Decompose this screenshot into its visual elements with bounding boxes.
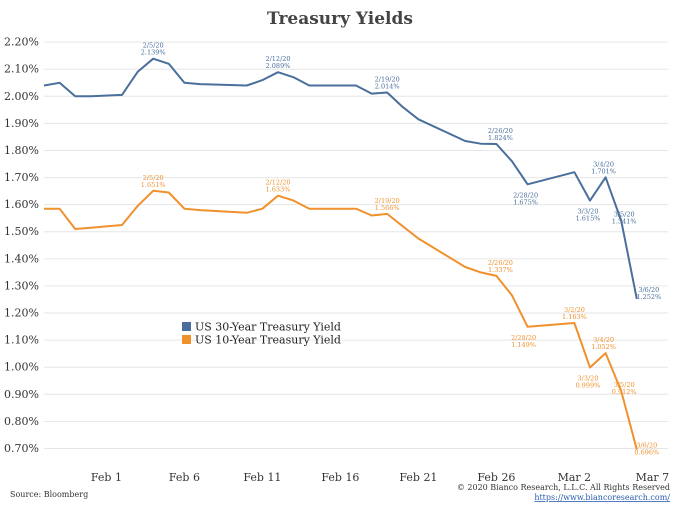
series-line-10yr [44,189,638,450]
data-label-value: 1.149% [511,341,536,349]
y-tick-label: 0.70% [4,442,39,455]
legend-label-10yr: US 10-Year Treasury Yield [195,334,341,347]
data-label-value: 1.675% [513,198,538,206]
data-label-date: 2/19/20 [375,76,400,84]
data-label-value: 1.615% [576,215,601,223]
x-tick-label: Feb 21 [399,471,437,484]
data-label-value: 2.089% [266,62,291,70]
source-note: Source: Bloomberg [10,490,88,499]
y-tick-label: 0.90% [4,388,39,401]
x-tick-label: Feb 11 [243,471,281,484]
data-annotations: 2/5/202.139%2/12/202.089%2/19/202.014%2/… [141,42,661,457]
data-label-date: 2/5/20 [143,174,164,182]
y-tick-label: 2.10% [4,63,39,76]
data-label-value: 1.252% [636,293,661,301]
data-label-date: 2/28/20 [513,191,538,199]
y-tick-label: 1.30% [4,279,39,292]
data-label-value: 1.163% [562,313,587,321]
data-label-value: 0.696% [634,449,659,457]
data-label-date: 2/19/20 [375,197,400,205]
y-tick-label: 1.60% [4,198,39,211]
y-tick-label: 1.20% [4,307,39,320]
gridlines [44,41,668,449]
data-label-date: 3/4/20 [593,336,614,344]
data-label-value: 1.052% [591,343,616,351]
data-label-value: 2.139% [141,49,166,57]
legend-swatch-30yr [182,322,191,331]
x-tick-label: Feb 16 [321,471,359,484]
data-label-value: 0.912% [612,388,637,396]
x-axis: Feb 1 Feb 6 Feb 11 Feb 16 Feb 21 Feb 26 Mar 2 M… [91,471,669,484]
y-tick-label: 1.90% [4,117,39,130]
x-tick-label: Feb 26 [477,471,515,484]
y-axis: 0.70% 0.80% 0.90% 1.00% 1.10% 1.20% 1.30% 1.40%… [4,36,39,455]
series-line-30yr [43,57,638,300]
data-label-date: 2/5/20 [143,42,164,50]
data-label-date: 3/4/20 [593,160,614,168]
data-label-date: 2/26/20 [488,259,513,267]
data-label-date: 2/12/20 [265,55,290,63]
data-label-value: 1.824% [488,134,513,142]
data-label-date: 2/12/20 [265,179,290,187]
y-tick-label: 1.80% [4,144,39,157]
data-label-date: 3/3/20 [578,208,599,216]
x-tick-label: Feb 1 [91,471,122,484]
legend-swatch-10yr [182,335,191,344]
series-lines [43,57,638,450]
data-label-date: 3/2/20 [564,306,585,314]
y-tick-label: 1.10% [4,334,39,347]
y-tick-label: 1.70% [4,171,39,184]
data-label-value: 1.651% [141,181,166,189]
data-label-value: 2.014% [375,83,400,91]
chart-title: Treasury Yields [267,9,413,29]
data-label-value: 1.633% [266,186,291,194]
data-label-value: 0.999% [576,381,601,389]
data-label-date: 2/28/20 [511,334,536,342]
x-tick-label: Mar 7 [636,471,670,484]
y-tick-label: 1.50% [4,225,39,238]
data-label-date: 3/3/20 [578,374,599,382]
data-label-date: 3/6/20 [638,286,659,294]
y-tick-label: 0.80% [4,415,39,428]
data-label-value: 1.337% [488,266,513,274]
y-tick-label: 2.20% [4,36,39,49]
legend: US 30-Year Treasury Yield US 10-Year Tre… [182,321,341,347]
data-label-value: 1.566% [375,204,400,212]
data-label-value: 1.541% [612,218,637,226]
x-tick-label: Mar 2 [558,471,592,484]
x-tick-label: Feb 6 [169,471,200,484]
legend-label-30yr: US 30-Year Treasury Yield [195,321,341,334]
data-label-date: 2/26/20 [488,127,513,135]
data-label-date: 3/5/20 [614,211,635,219]
data-label-date: 3/6/20 [636,442,657,450]
y-tick-label: 1.40% [4,252,39,265]
data-label-date: 3/5/20 [614,381,635,389]
copyright-note: © 2020 Bianco Research, L.L.C. All Right… [457,483,670,492]
y-tick-label: 1.00% [4,361,39,374]
y-tick-label: 2.00% [4,90,39,103]
data-label-value: 1.701% [591,167,616,175]
website-link[interactable]: https://www.biancoresearch.com/ [534,493,670,502]
